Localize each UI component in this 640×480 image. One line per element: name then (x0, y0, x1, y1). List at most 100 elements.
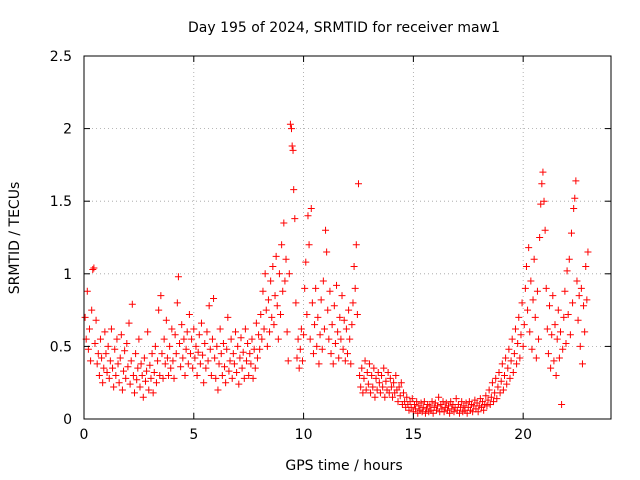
data-point (224, 313, 232, 321)
data-point (544, 350, 552, 358)
data-point (463, 409, 471, 417)
data-point (362, 386, 370, 394)
data-point (191, 354, 199, 362)
data-point (569, 299, 577, 307)
data-point (482, 392, 490, 400)
data-point (426, 402, 434, 410)
data-point (338, 292, 346, 300)
data-point (185, 310, 193, 318)
data-point (485, 386, 493, 394)
data-point (244, 339, 252, 347)
data-point (151, 342, 159, 350)
data-point (361, 357, 369, 365)
data-point (428, 398, 436, 406)
data-point (176, 339, 184, 347)
data-point (375, 379, 383, 387)
data-point (356, 371, 364, 379)
data-point (172, 350, 180, 358)
data-point (394, 398, 402, 406)
data-point (541, 226, 549, 234)
data-point (233, 369, 241, 377)
data-point (171, 331, 179, 339)
data-point (353, 310, 361, 318)
data-point (502, 354, 510, 362)
data-point (390, 379, 398, 387)
data-point (227, 335, 235, 343)
data-point (408, 395, 416, 403)
x-tick-label: 15 (404, 427, 422, 443)
data-point (327, 350, 335, 358)
data-point (580, 302, 588, 310)
data-point (345, 306, 353, 314)
data-point (371, 393, 379, 401)
data-point (584, 248, 592, 256)
data-point (290, 186, 298, 194)
plot-frame (83, 55, 612, 420)
data-point (264, 296, 272, 304)
data-point (184, 360, 192, 368)
data-point (260, 325, 268, 333)
data-point (573, 277, 581, 285)
data-point (292, 299, 300, 307)
data-point (118, 386, 126, 394)
data-point (378, 371, 386, 379)
data-point (256, 345, 264, 353)
data-point (337, 335, 345, 343)
data-point (351, 284, 359, 292)
data-point (529, 296, 537, 304)
data-point (152, 379, 160, 387)
data-point (296, 345, 304, 353)
data-point (333, 281, 341, 289)
data-point (301, 284, 309, 292)
data-point (412, 405, 420, 413)
data-point (504, 364, 512, 372)
data-point (207, 371, 215, 379)
data-point (215, 360, 223, 368)
data-point (205, 302, 213, 310)
data-point (462, 399, 470, 407)
data-point (131, 389, 139, 397)
data-point (521, 284, 529, 292)
data-point (127, 357, 135, 365)
data-point (539, 168, 547, 176)
data-point (242, 357, 250, 365)
data-point (328, 321, 336, 329)
data-point (280, 219, 288, 227)
data-point (240, 374, 248, 382)
data-point (109, 364, 117, 372)
data-point (316, 331, 324, 339)
data-point (158, 350, 166, 358)
data-point (413, 398, 421, 406)
data-point (121, 347, 129, 355)
data-point (201, 339, 209, 347)
data-point (165, 371, 173, 379)
data-point (101, 328, 109, 336)
data-point (168, 325, 176, 333)
data-point (527, 277, 535, 285)
data-point (397, 379, 405, 387)
data-point (245, 371, 253, 379)
data-point (403, 393, 411, 401)
data-point (367, 389, 375, 397)
data-point (107, 325, 115, 333)
data-point (514, 339, 522, 347)
data-point (120, 367, 128, 375)
data-point (298, 357, 306, 365)
data-point (535, 335, 543, 343)
data-point (339, 345, 347, 353)
data-point (528, 345, 536, 353)
data-point (273, 302, 281, 310)
grid-lines (84, 56, 611, 419)
data-point (114, 360, 122, 368)
data-point (284, 357, 292, 365)
data-points (81, 120, 592, 417)
data-point (492, 374, 500, 382)
data-point (188, 335, 196, 343)
data-point (525, 244, 533, 252)
data-point (490, 398, 498, 406)
data-point (373, 386, 381, 394)
data-point (532, 354, 540, 362)
data-point (146, 361, 154, 369)
data-point (420, 398, 428, 406)
data-point (266, 328, 274, 336)
